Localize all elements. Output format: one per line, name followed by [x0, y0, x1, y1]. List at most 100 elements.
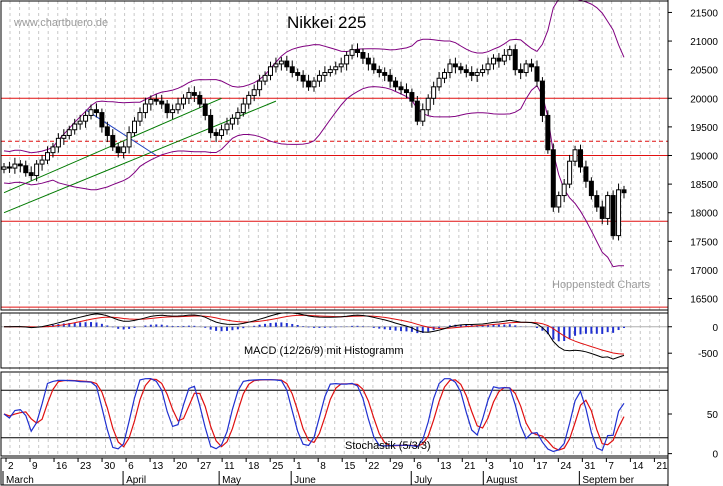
stochastic-tick-label: 50 [707, 410, 719, 421]
candle-body [278, 60, 284, 65]
candle-body [148, 98, 154, 105]
candle-body [1, 166, 7, 170]
candle-body [300, 74, 306, 82]
candle-body [6, 166, 12, 169]
day-label: 21 [656, 461, 668, 472]
candle-body [197, 94, 203, 105]
candle-body [12, 163, 18, 169]
candle-body [518, 69, 524, 74]
candle-body [137, 112, 143, 122]
candle-body [490, 57, 496, 65]
stochastic-panel [1, 377, 668, 453]
trendline [85, 109, 157, 156]
day-label: 31 [584, 461, 596, 472]
candle-body [572, 149, 578, 162]
stochastic-d-line [3, 378, 625, 451]
price-tick-label: 17500 [690, 237, 718, 248]
day-label: 11 [224, 461, 235, 472]
candle-body [583, 166, 589, 182]
candle-body [246, 94, 252, 105]
candle-body [126, 132, 132, 148]
macd-line [4, 312, 625, 360]
candle-body [93, 109, 99, 114]
day-label: 7 [608, 461, 614, 472]
candle-body [469, 72, 475, 76]
candle-body [365, 57, 371, 65]
candle-body [414, 100, 420, 122]
day-label: 21 [464, 461, 476, 472]
candle-body [447, 63, 453, 74]
price-tick-label: 21000 [690, 37, 718, 48]
day-label: 14 [632, 461, 644, 472]
stochastic-label: Stochastik (5/3/3) [345, 440, 431, 452]
day-label: 6 [128, 461, 134, 472]
day-label: 23 [80, 461, 92, 472]
stochastic-tick-label: 0 [712, 450, 718, 461]
day-label: 18 [248, 461, 260, 472]
price-tick-label: 16500 [690, 295, 718, 306]
chart-title: Nikkei 225 [287, 13, 366, 32]
day-label: 16 [56, 461, 68, 472]
candle-body [523, 63, 529, 74]
candle-body [507, 49, 513, 56]
candle-body [545, 114, 551, 151]
price-tick-label: 17000 [690, 266, 718, 277]
day-label: 3 [488, 461, 494, 472]
candle-body [599, 206, 605, 219]
candle-body [55, 137, 61, 148]
candle-body [17, 163, 23, 167]
candle-body [284, 60, 290, 68]
candle-body [420, 109, 426, 122]
candle-body [159, 100, 165, 105]
candle-body [452, 63, 458, 68]
candle-body [616, 189, 622, 237]
day-label: 6 [416, 461, 422, 472]
candle-body [605, 195, 611, 219]
day-label: 24 [560, 461, 572, 472]
candle-body [295, 72, 301, 76]
candle-body [50, 146, 56, 154]
candle-body [327, 69, 333, 74]
candle-body [110, 134, 116, 148]
price-tick-label: 20000 [690, 94, 718, 105]
month-label: Septem ber [582, 475, 634, 486]
bollinger-lower [3, 84, 625, 268]
day-label: 29 [392, 461, 404, 472]
candle-body [355, 49, 361, 54]
candle-body [251, 89, 257, 96]
candle-body [28, 172, 34, 177]
macd-tick-label: -500 [698, 349, 718, 360]
candle-body [61, 134, 67, 139]
candle-body [164, 103, 170, 114]
candle-body [104, 126, 110, 136]
candle-body [442, 72, 448, 79]
candle-body [349, 49, 355, 56]
candle-body [240, 103, 246, 114]
candle-body [262, 74, 268, 82]
day-label: 13 [152, 461, 164, 472]
candle-body [474, 72, 480, 76]
day-label: 25 [272, 461, 284, 472]
candle-body [66, 129, 72, 136]
candle-body [257, 80, 263, 91]
day-label: 9 [32, 461, 38, 472]
candle-body [501, 54, 507, 62]
price-tick-label: 18000 [690, 209, 718, 220]
candle-body [99, 112, 105, 128]
candle-body [229, 117, 235, 125]
candle-body [561, 183, 567, 197]
candle-body [180, 97, 186, 105]
candle-body [594, 195, 600, 208]
month-label: March [6, 475, 34, 486]
candle-body [431, 86, 437, 99]
day-label: 15 [344, 461, 356, 472]
candle-body [224, 123, 230, 131]
month-label: August [486, 475, 517, 486]
candle-body [333, 66, 339, 71]
day-label: 13 [440, 461, 452, 472]
candle-body [311, 80, 317, 88]
day-label: 27 [200, 461, 212, 472]
candle-body [34, 163, 40, 177]
